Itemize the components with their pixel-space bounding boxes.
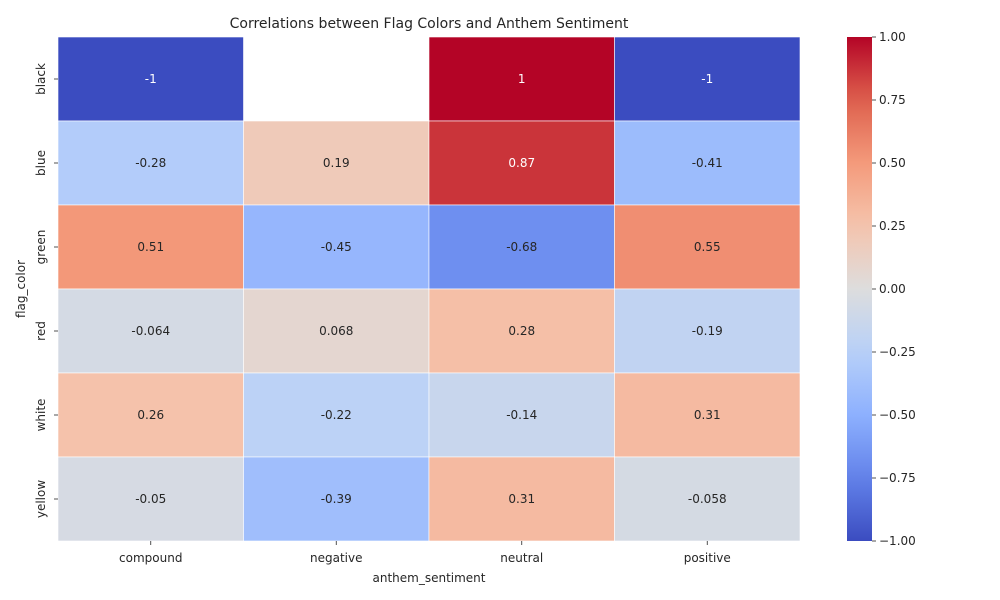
colorbar-tick-label: 1.00 [879, 30, 906, 44]
heatmap-cell [428, 120, 615, 206]
x-axis-ticks: compound negative neutral positive [119, 541, 731, 565]
heatmap-cell [57, 456, 244, 542]
heatmap-cell [614, 372, 801, 458]
cell-value-label: -1 [145, 72, 157, 86]
y-tick-label: green [34, 230, 48, 265]
chart-title: Correlations between Flag Colors and Ant… [230, 16, 629, 32]
y-tick-label: blue [34, 150, 48, 176]
heatmap-cell [57, 204, 244, 290]
heatmap-cell [428, 372, 615, 458]
cell-value-label: -0.39 [321, 492, 352, 506]
cell-value-label: 1 [518, 72, 526, 86]
heatmap-cell [428, 288, 615, 374]
cell-value-label: -0.064 [131, 324, 170, 338]
heatmap-cell [243, 288, 430, 374]
colorbar-tick-label: 0.25 [879, 219, 906, 233]
colorbar: −1.00 −0.75 −0.50 −0.25 0.00 0.25 0.50 0.75 1.00 [847, 30, 916, 548]
cell-value-label: -0.058 [688, 492, 727, 506]
heatmap-cells: -1 1 -1 -0.28 0.19 0.87 -0.41 0.51 -0.45 -0.68 0.5… [57, 36, 801, 542]
y-tick-label: red [34, 321, 48, 341]
heatmap-cell [428, 204, 615, 290]
colorbar-gradient [847, 37, 872, 541]
x-axis-title: anthem_sentiment [372, 571, 485, 585]
heatmap-cell [57, 288, 244, 374]
x-tick-label: positive [684, 551, 731, 565]
heatmap-cell [614, 288, 801, 374]
heatmap-cell [57, 36, 244, 122]
cell-value-label: 0.51 [137, 240, 164, 254]
y-tick-label: yellow [34, 480, 48, 518]
heatmap-cell [614, 120, 801, 206]
colorbar-tick-label: 0.75 [879, 93, 906, 107]
colorbar-tick-label: −0.75 [879, 471, 916, 485]
cell-value-label: 0.28 [508, 324, 535, 338]
cell-value-label: -0.19 [692, 324, 723, 338]
cell-value-label: 0.19 [323, 156, 350, 170]
colorbar-tick-label: −0.25 [879, 345, 916, 359]
x-tick-label: neutral [500, 551, 543, 565]
colorbar-tick-label: −1.00 [879, 534, 916, 548]
heatmap-cell [243, 456, 430, 542]
cell-value-label: -0.41 [692, 156, 723, 170]
heatmap-cell [428, 456, 615, 542]
cell-value-label: 0.31 [508, 492, 535, 506]
heatmap-cell [428, 36, 615, 122]
cell-value-label: -0.28 [135, 156, 166, 170]
cell-value-label: 0.31 [694, 408, 721, 422]
y-tick-label: black [34, 63, 48, 95]
cell-value-label: -0.14 [506, 408, 537, 422]
cell-value-label: -1 [701, 72, 713, 86]
cell-value-label: -0.22 [321, 408, 352, 422]
cell-value-label: 0.068 [319, 324, 353, 338]
cell-value-label: 0.87 [508, 156, 535, 170]
colorbar-tick-label: 0.00 [879, 282, 906, 296]
heatmap-cell [614, 204, 801, 290]
y-axis-ticks: black blue green red white yellow [34, 63, 58, 518]
cell-value-label: 0.26 [137, 408, 164, 422]
y-tick-label: white [34, 399, 48, 432]
heatmap-cell [243, 120, 430, 206]
cell-value-label: -0.68 [506, 240, 537, 254]
heatmap-cell [614, 456, 801, 542]
colorbar-tick-label: −0.50 [879, 408, 916, 422]
colorbar-tick-label: 0.50 [879, 156, 906, 170]
heatmap-cell [243, 372, 430, 458]
cell-value-label: 0.55 [694, 240, 721, 254]
x-tick-label: compound [119, 551, 182, 565]
heatmap-cell [57, 120, 244, 206]
x-tick-label: negative [310, 551, 362, 565]
cell-value-label: -0.45 [321, 240, 352, 254]
y-axis-title: flag_color [14, 260, 28, 318]
heatmap-cell [614, 36, 801, 122]
cell-value-label: -0.05 [135, 492, 166, 506]
